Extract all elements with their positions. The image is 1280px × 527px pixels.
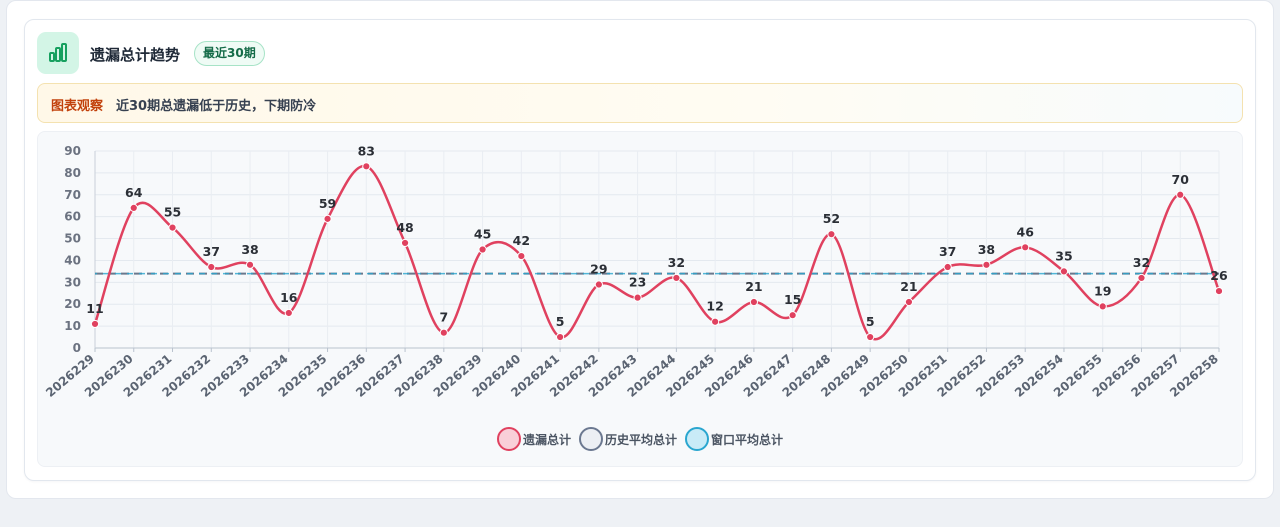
- legend-label-series: 遗漏总计: [522, 432, 571, 447]
- data-point: [323, 214, 332, 223]
- data-label: 38: [241, 242, 258, 257]
- data-label: 15: [784, 292, 801, 307]
- y-tick-label: 40: [64, 253, 81, 267]
- data-point: [517, 251, 526, 261]
- data-point: [982, 260, 991, 269]
- data-label: 42: [513, 233, 530, 248]
- data-label: 23: [629, 275, 646, 290]
- y-tick-label: 20: [64, 297, 81, 311]
- y-tick-label: 70: [64, 188, 81, 202]
- data-point: [749, 297, 758, 307]
- data-point: [478, 245, 487, 254]
- data-point: [1214, 286, 1224, 296]
- data-point: [1137, 273, 1146, 283]
- data-label: 55: [164, 205, 181, 220]
- data-point: [439, 328, 448, 337]
- y-tick-label: 60: [64, 210, 81, 224]
- data-label: 26: [1210, 268, 1228, 283]
- data-point: [284, 308, 293, 318]
- bar-chart-icon: [37, 32, 79, 74]
- data-point: [943, 262, 952, 272]
- data-label: 5: [866, 314, 875, 329]
- data-point: [1098, 302, 1107, 311]
- y-tick-label: 90: [64, 144, 81, 158]
- data-label: 21: [900, 279, 917, 294]
- chart-observation-banner: 图表观察 近30期总遗漏低于历史，下期防冷: [37, 83, 1243, 123]
- legend-item-series[interactable]: 遗漏总计: [496, 427, 571, 451]
- y-tick-label: 80: [64, 166, 81, 180]
- data-label: 19: [1094, 283, 1111, 298]
- data-label: 7: [439, 310, 448, 325]
- data-label: 5: [556, 314, 565, 329]
- data-label: 29: [590, 262, 607, 277]
- data-point: [90, 319, 100, 329]
- data-label: 21: [745, 279, 762, 294]
- data-point: [594, 280, 603, 289]
- data-label: 37: [203, 244, 220, 259]
- data-label: 59: [319, 196, 336, 211]
- data-label: 35: [1055, 248, 1072, 263]
- y-tick-label: 50: [64, 232, 81, 246]
- y-tick-label: 30: [64, 275, 81, 289]
- data-label: 48: [396, 220, 413, 235]
- data-point: [788, 311, 797, 320]
- data-point: [827, 230, 836, 239]
- data-label: 16: [280, 290, 298, 305]
- legend-item-window-avg[interactable]: 窗口平均总计: [685, 427, 783, 451]
- chart-title: 遗漏总计趋势: [90, 46, 181, 64]
- legend-item-history-avg[interactable]: 历史平均总计: [578, 427, 677, 451]
- data-point: [1021, 243, 1030, 252]
- data-label: 52: [823, 211, 840, 226]
- y-tick-label: 10: [64, 319, 81, 333]
- period-badge: 最近30期: [194, 41, 265, 66]
- data-label: 70: [1172, 172, 1190, 187]
- data-label: 83: [358, 143, 375, 158]
- legend-swatch-history-avg: [578, 427, 603, 451]
- legend-swatch-window-avg: [685, 427, 709, 451]
- observation-label: 图表观察: [51, 99, 104, 114]
- data-point: [168, 223, 177, 232]
- data-label: 32: [668, 255, 685, 270]
- data-label: 45: [474, 227, 491, 242]
- data-label: 46: [1017, 224, 1035, 239]
- data-label: 38: [978, 242, 995, 257]
- data-point: [672, 273, 681, 283]
- legend-label-window-avg: 窗口平均总计: [711, 432, 784, 447]
- data-point: [362, 162, 371, 171]
- observation-text: 近30期总遗漏低于历史，下期防冷: [116, 99, 317, 114]
- legend-label-history-avg: 历史平均总计: [604, 432, 677, 447]
- data-point: [556, 332, 565, 342]
- data-point: [1059, 267, 1069, 276]
- data-label: 11: [86, 301, 103, 316]
- data-point: [904, 297, 914, 307]
- data-point: [400, 238, 410, 248]
- data-point: [245, 260, 255, 269]
- data-label: 64: [125, 185, 143, 200]
- data-label: 12: [706, 299, 723, 314]
- data-point: [1176, 190, 1185, 199]
- data-point: [711, 317, 720, 326]
- data-point: [633, 293, 642, 302]
- series-line: [93, 165, 1221, 341]
- data-point: [207, 262, 216, 272]
- data-point: [866, 332, 875, 342]
- data-point: [129, 203, 138, 213]
- y-tick-label: 0: [73, 341, 81, 355]
- data-label: 32: [1133, 255, 1150, 270]
- legend-swatch-series: [496, 427, 521, 451]
- data-label: 37: [939, 244, 956, 259]
- chart-legend: 遗漏总计 历史平均总计 窗口平均总计: [37, 426, 1243, 452]
